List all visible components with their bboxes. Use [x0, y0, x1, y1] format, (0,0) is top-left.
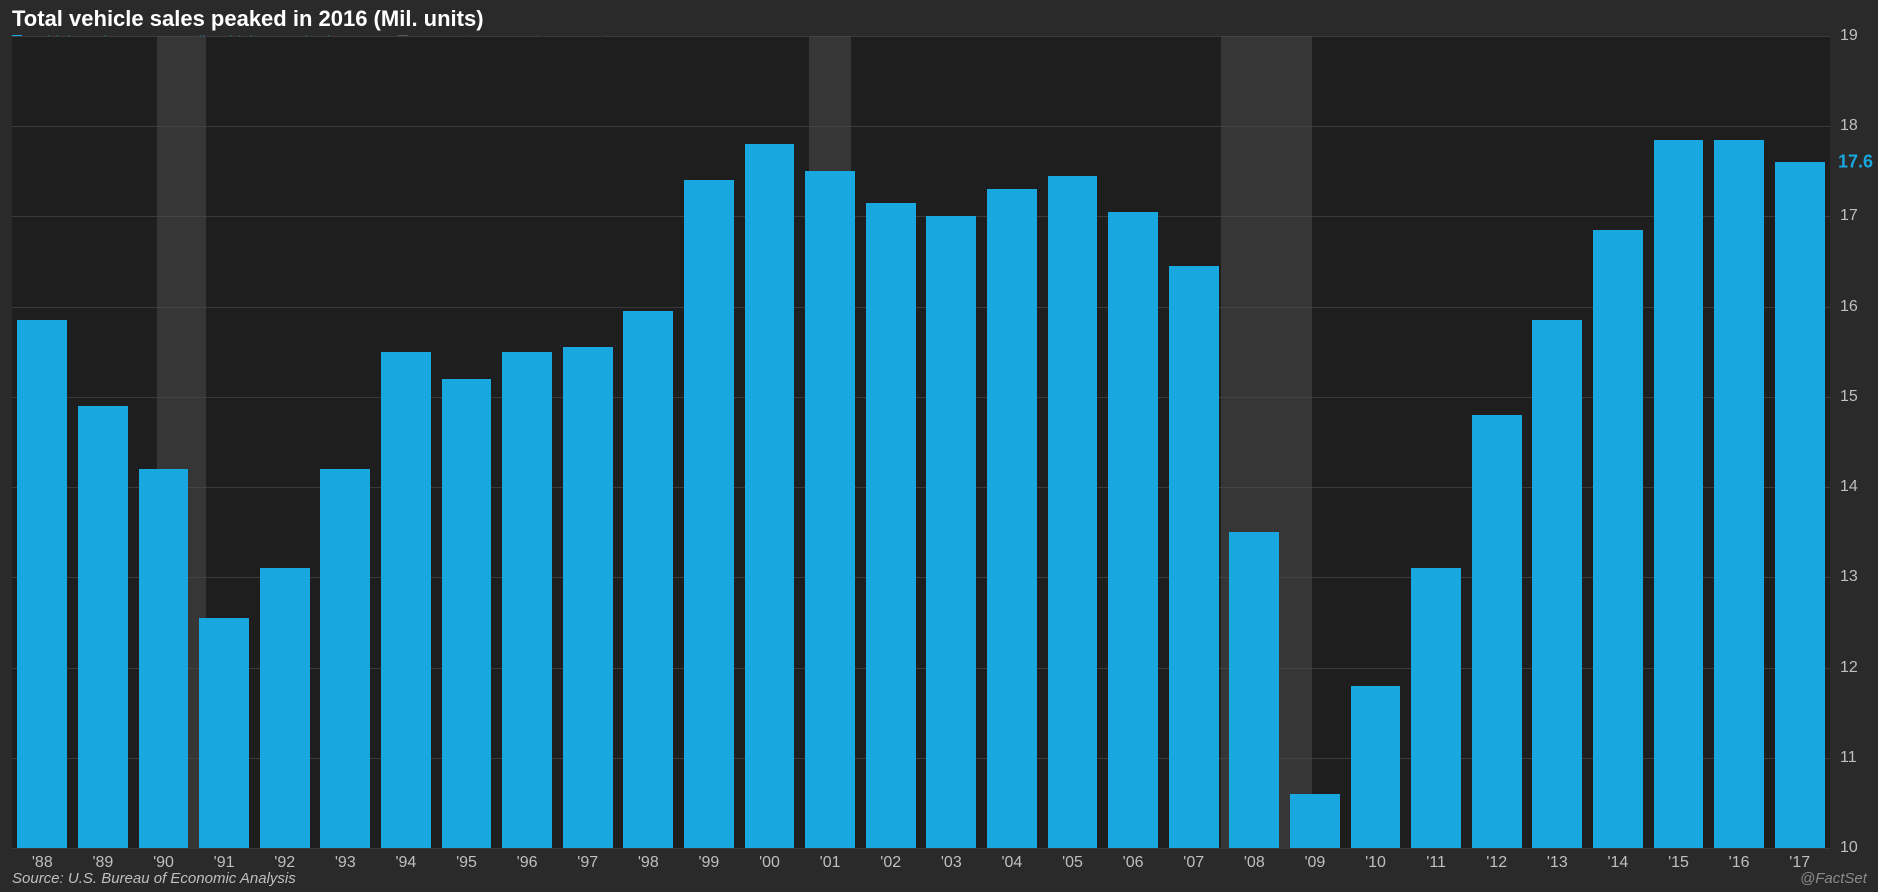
x-tick-label: '88	[32, 854, 53, 872]
bar	[260, 568, 310, 848]
x-tick-label: '17	[1789, 854, 1810, 872]
bar	[1229, 532, 1279, 848]
bar	[1714, 140, 1764, 848]
bar	[502, 352, 552, 848]
x-tick-label: '97	[577, 854, 598, 872]
bar	[1351, 686, 1401, 848]
chart-root: Total vehicle sales peaked in 2016 (Mil.…	[0, 0, 1878, 892]
y-tick-label: 14	[1840, 478, 1858, 496]
x-tick-label: '08	[1244, 854, 1265, 872]
x-tick-label: '09	[1304, 854, 1325, 872]
bar	[1290, 794, 1340, 848]
x-tick-label: '90	[153, 854, 174, 872]
bar	[563, 347, 613, 848]
y-tick-label: 10	[1840, 839, 1858, 857]
gridline	[12, 216, 1830, 217]
x-tick-label: '16	[1729, 854, 1750, 872]
x-tick-label: '93	[335, 854, 356, 872]
bar	[745, 144, 795, 848]
bar	[684, 180, 734, 848]
x-tick-label: '14	[1607, 854, 1628, 872]
bar	[381, 352, 431, 848]
watermark: @FactSet	[1800, 870, 1867, 887]
bar	[1108, 212, 1158, 848]
chart-title: Total vehicle sales peaked in 2016 (Mil.…	[12, 6, 484, 32]
x-tick-label: '05	[1062, 854, 1083, 872]
bar	[623, 311, 673, 848]
y-tick-label: 17	[1840, 207, 1858, 225]
gridline	[12, 848, 1830, 849]
x-tick-label: '07	[1183, 854, 1204, 872]
bar	[320, 469, 370, 848]
y-tick-label: 15	[1840, 388, 1858, 406]
plot-area	[12, 36, 1830, 848]
last-value-callout: 17.6	[1838, 152, 1873, 173]
y-tick-label: 18	[1840, 117, 1858, 135]
gridline	[12, 307, 1830, 308]
x-tick-label: '06	[1123, 854, 1144, 872]
bar	[1654, 140, 1704, 848]
x-tick-label: '91	[214, 854, 235, 872]
bar	[442, 379, 492, 848]
x-tick-label: '10	[1365, 854, 1386, 872]
bar	[17, 320, 67, 848]
bar	[1472, 415, 1522, 848]
x-tick-label: '92	[274, 854, 295, 872]
bar	[987, 189, 1037, 848]
x-tick-label: '98	[638, 854, 659, 872]
bar	[78, 406, 128, 848]
x-tick-label: '96	[517, 854, 538, 872]
bar	[1048, 176, 1098, 848]
x-tick-label: '94	[395, 854, 416, 872]
y-tick-label: 16	[1840, 298, 1858, 316]
x-tick-label: '02	[880, 854, 901, 872]
x-tick-label: '00	[759, 854, 780, 872]
bar	[1169, 266, 1219, 848]
x-tick-label: '04	[1001, 854, 1022, 872]
x-tick-label: '11	[1426, 854, 1446, 872]
y-tick-label: 19	[1840, 27, 1858, 45]
y-tick-label: 11	[1840, 749, 1857, 767]
x-tick-label: '99	[698, 854, 719, 872]
bar	[866, 203, 916, 848]
gridline	[12, 126, 1830, 127]
x-tick-label: '12	[1486, 854, 1507, 872]
bar	[926, 216, 976, 848]
gridline	[12, 36, 1830, 37]
bar	[1411, 568, 1461, 848]
x-tick-label: '89	[92, 854, 113, 872]
bar	[199, 618, 249, 848]
bar	[805, 171, 855, 848]
x-tick-label: '95	[456, 854, 477, 872]
source-attribution: Source: U.S. Bureau of Economic Analysis	[12, 870, 296, 887]
x-tick-label: '01	[820, 854, 841, 872]
y-tick-label: 12	[1840, 659, 1858, 677]
bar	[1775, 162, 1825, 848]
x-tick-label: '03	[941, 854, 962, 872]
bar	[139, 469, 189, 848]
x-tick-label: '15	[1668, 854, 1689, 872]
bar	[1593, 230, 1643, 848]
y-tick-label: 13	[1840, 568, 1858, 586]
bar	[1532, 320, 1582, 848]
x-tick-label: '13	[1547, 854, 1568, 872]
